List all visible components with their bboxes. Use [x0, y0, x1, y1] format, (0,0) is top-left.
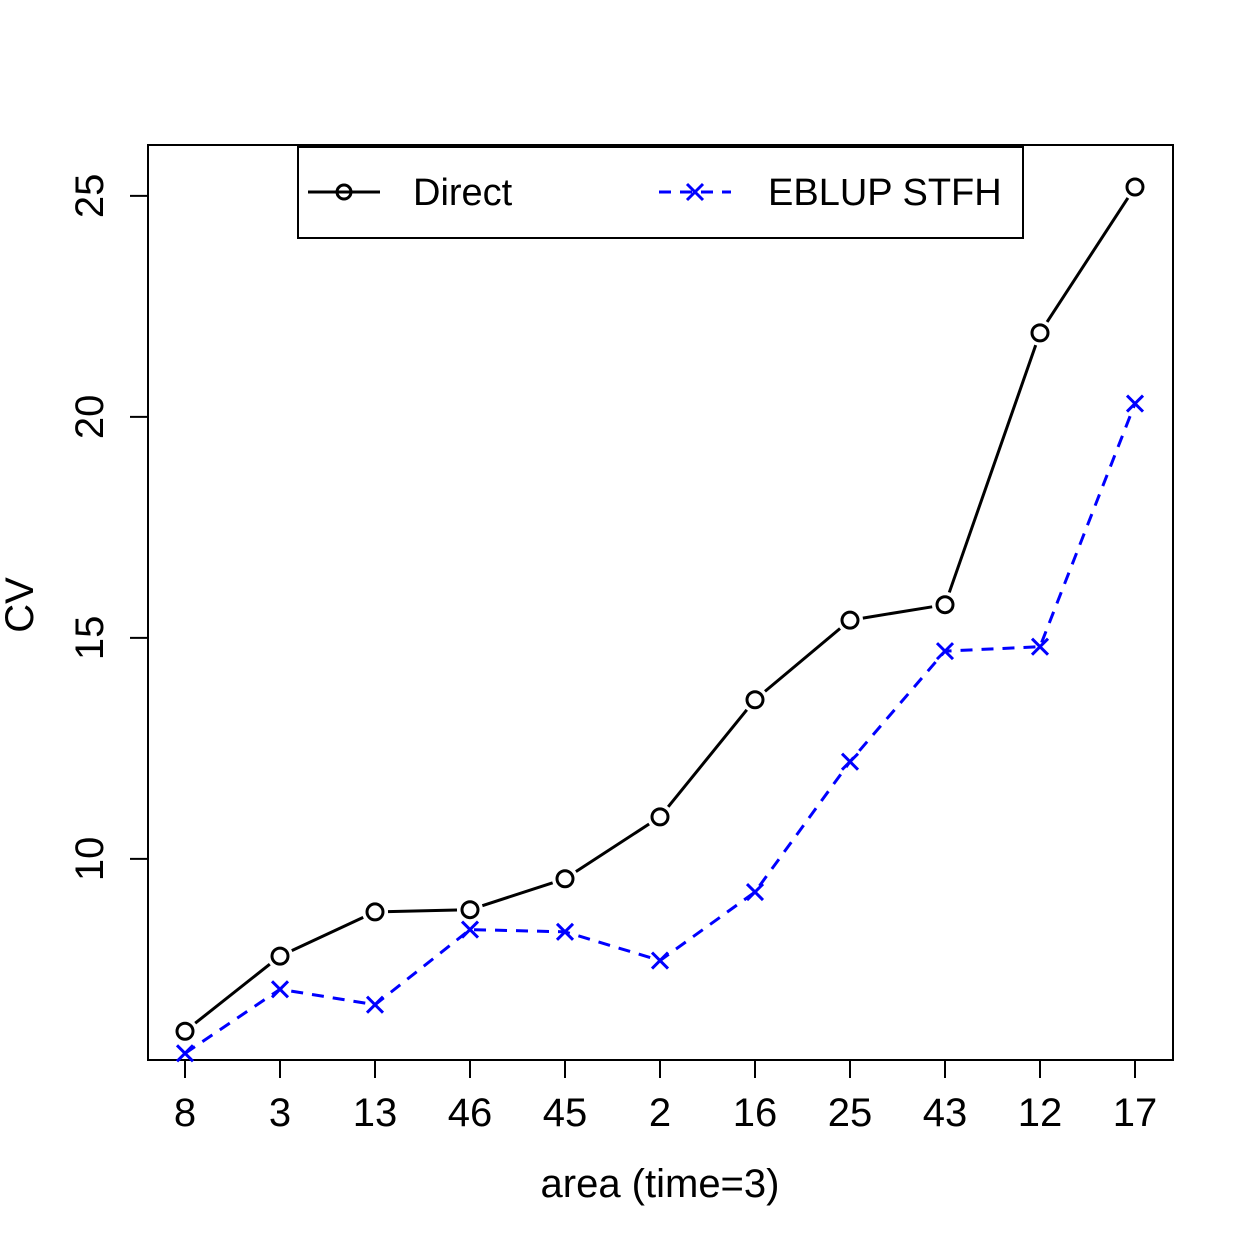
- series-segment: [481, 881, 554, 908]
- y-tick-label: 20: [68, 395, 112, 440]
- data-point: [1125, 394, 1145, 413]
- y-tick-label: 15: [68, 616, 112, 661]
- data-point: [1125, 177, 1145, 197]
- x-tick-label: 45: [543, 1091, 588, 1135]
- series-segment: [862, 605, 933, 620]
- series-segment: [1045, 197, 1130, 323]
- legend-direct-marker: [335, 183, 353, 201]
- x-axis: 8 3 13 46 45 2 16 25 43 12 17: [174, 1059, 1158, 1135]
- data-point: [745, 690, 765, 710]
- data-point: [460, 920, 480, 939]
- y-tick-label: 10: [68, 837, 112, 882]
- series-segment: [667, 708, 748, 808]
- series-segment: [387, 908, 458, 914]
- data-point: [650, 951, 670, 970]
- series-segment: [575, 822, 650, 873]
- series-segment: [291, 916, 364, 952]
- series-eblup-stfh: [175, 394, 1145, 1063]
- x-tick-label: 46: [448, 1091, 493, 1135]
- data-point: [175, 1021, 195, 1041]
- series-segment: [194, 963, 271, 1025]
- x-tick-label: 17: [1113, 1091, 1158, 1135]
- x-tick-label: 25: [828, 1091, 873, 1135]
- data-point: [935, 595, 955, 615]
- data-point: [840, 752, 860, 771]
- series-line: [184, 403, 1137, 1055]
- data-point: [175, 1044, 195, 1063]
- data-point: [935, 642, 955, 661]
- data-point: [745, 882, 765, 902]
- legend-label-eblup-stfh: EBLUP STFH: [768, 172, 1002, 214]
- plot-frame: [147, 144, 1174, 1061]
- x-tick-label: 8: [174, 1091, 196, 1135]
- data-point: [270, 946, 290, 966]
- series-segment: [947, 344, 1038, 593]
- x-tick-label: 43: [923, 1091, 968, 1135]
- x-tick-label: 2: [649, 1091, 671, 1135]
- data-point: [555, 869, 575, 889]
- x-tick-label: 3: [269, 1091, 291, 1135]
- legend: Direct EBLUP STFH: [297, 146, 1024, 239]
- data-point: [840, 610, 860, 630]
- series-direct: [175, 177, 1145, 1041]
- data-point: [1030, 637, 1050, 656]
- x-tick-label: 12: [1018, 1091, 1063, 1135]
- data-point: [365, 995, 385, 1014]
- data-point: [270, 980, 290, 999]
- data-point: [365, 902, 385, 922]
- y-axis-label: CV: [0, 577, 42, 633]
- data-point: [460, 900, 480, 920]
- data-point: [1030, 323, 1050, 343]
- legend-label-direct: Direct: [413, 172, 513, 214]
- series-layer: [175, 177, 1145, 1063]
- y-axis: 10 15 20 25: [68, 174, 149, 882]
- series-segment: [764, 627, 841, 693]
- x-axis-label: area (time=3): [541, 1162, 780, 1206]
- x-tick-label: 13: [353, 1091, 398, 1135]
- data-point: [650, 807, 670, 827]
- data-point: [555, 922, 575, 941]
- x-tick-label: 16: [733, 1091, 778, 1135]
- y-tick-label: 25: [68, 174, 112, 219]
- legend-eblup-marker: [685, 182, 705, 202]
